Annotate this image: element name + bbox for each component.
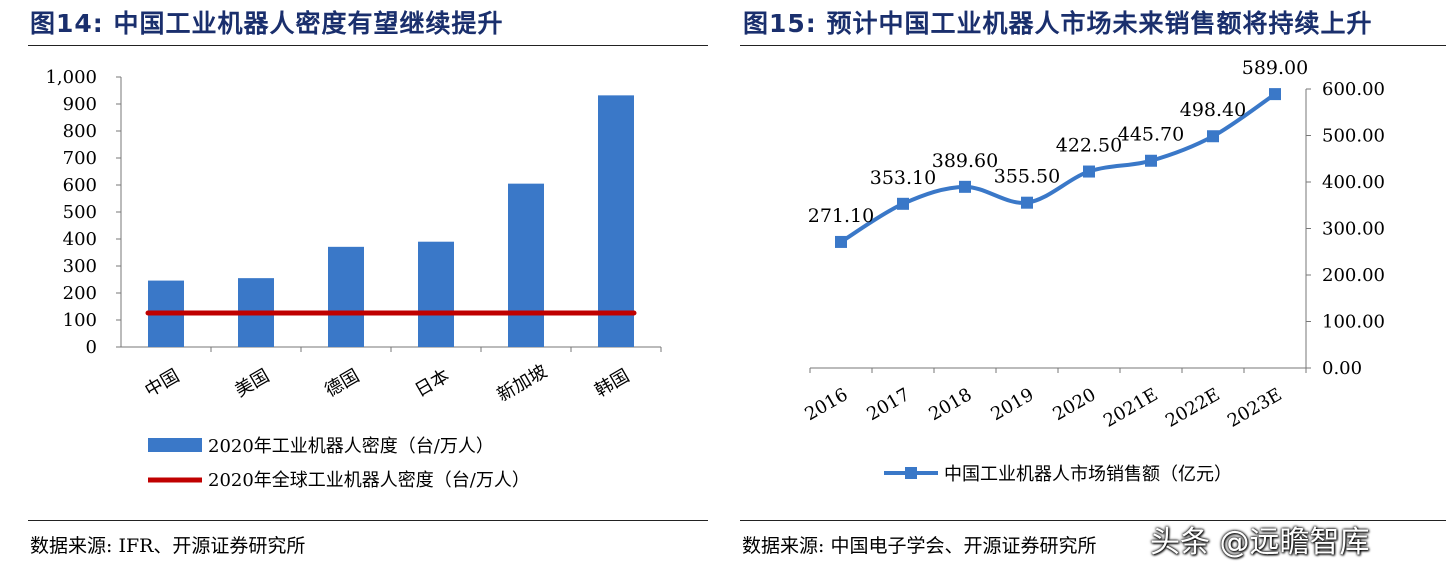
right-source-rule [740,520,1446,521]
data-label-2: 353.10 [870,167,936,189]
y-tick-label: 100 [63,310,97,331]
x-tick-label: 2019 [987,384,1037,425]
data-point-1 [835,235,847,248]
x-tick-label: 美国 [231,365,273,401]
data-label-8: 589.00 [1242,57,1308,79]
left-title-rule [28,45,708,46]
y-tick-label: 500.00 [1322,126,1385,147]
left-source-rule [28,520,708,521]
data-label-5: 422.50 [1056,135,1122,157]
density-bar-chart: 0 100 200 300 400 500 600 700 800 900 1,000 中国 美国 德国 日… [45,67,662,491]
x-tick-label: 2023E [1224,384,1286,432]
right-source-text: 数据来源: 中国电子学会、开源证券研究所 [742,535,1097,557]
data-point-2 [897,197,909,210]
watermark-text: 头条 @远瞻智库 [1150,525,1370,560]
y-tick-label: 400.00 [1322,172,1385,193]
x-tick-label: 德国 [321,365,363,401]
data-point-5 [1083,165,1095,178]
bar-6 [598,95,634,347]
y-tick-label: 200 [63,283,97,304]
bar-5 [508,183,544,347]
data-point-7 [1207,130,1219,143]
data-label-7: 498.40 [1180,99,1246,121]
left-source-text: 数据来源: IFR、开源证券研究所 [30,535,306,557]
legend-swatch-bar [148,438,202,452]
bar-4 [418,241,454,347]
left-figure-panel: 图14: 中国工业机器人密度有望继续提升 0 100 200 300 400 500 600… [0,0,710,568]
data-label-6: 445.70 [1118,124,1184,146]
y-tick-label: 900 [63,94,97,115]
data-point-6 [1145,154,1157,167]
legend-label-line: 2020年全球工业机器人密度（台/万人） [208,470,530,491]
right-figure-panel: 图15: 预计中国工业机器人市场未来销售额将持续上升 0.00 100.00 200… [738,0,1446,568]
y-tick-label: 100.00 [1322,312,1385,333]
left-figure-title: 图14: 中国工业机器人密度有望继续提升 [30,9,504,38]
data-point-8 [1269,88,1281,101]
x-tick-label: 2017 [863,384,913,425]
x-tick-label: 中国 [141,365,183,401]
data-point-3 [959,180,971,193]
y-tick-label: 200.00 [1322,265,1385,286]
x-tick-label: 新加坡 [494,361,551,406]
x-tick-label: 2020 [1049,384,1099,425]
legend-label: 中国工业机器人市场销售额（亿元） [944,464,1232,485]
y-tick-label: 400 [63,229,97,250]
bar-3 [328,246,364,347]
x-tick-label: 2016 [801,384,851,425]
legend-label-bar: 2020年工业机器人密度（台/万人） [208,436,494,457]
legend-swatch-marker [905,467,917,479]
data-label-1: 271.10 [808,205,874,227]
right-figure-title: 图15: 预计中国工业机器人市场未来销售额将持续上升 [743,9,1373,38]
right-title-rule [740,45,1446,46]
data-label-3: 389.60 [932,150,998,172]
y-tick-label: 0.00 [1322,358,1362,379]
sales-line-chart: 0.00 100.00 200.00 300.00 400.00 500.00 600.00… [801,57,1385,485]
x-tick-label: 2018 [925,384,975,425]
y-tick-label: 500 [63,202,97,223]
y-tick-label: 300 [63,256,97,277]
y-tick-label: 600 [63,175,97,196]
x-tick-label: 日本 [411,365,453,401]
x-tick-label: 韩国 [591,365,633,401]
data-label-4: 355.50 [994,166,1060,188]
y-tick-label: 300.00 [1322,219,1385,240]
y-tick-label: 0 [86,337,97,358]
y-tick-label: 600.00 [1322,79,1385,100]
x-tick-label: 2021E [1100,384,1162,432]
y-tick-label: 800 [63,121,97,142]
x-tick-label: 2022E [1162,384,1224,432]
data-point-4 [1021,196,1033,209]
y-tick-label: 700 [63,148,97,169]
y-tick-label: 1,000 [45,67,97,88]
